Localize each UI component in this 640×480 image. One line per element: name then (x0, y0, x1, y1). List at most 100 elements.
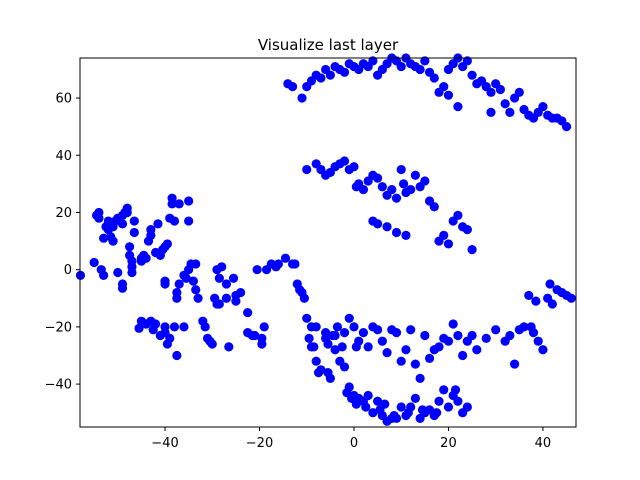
scatter-point (462, 56, 472, 66)
scatter-point (382, 348, 392, 358)
scatter-point (221, 279, 232, 289)
scatter-point (467, 245, 477, 255)
scatter-point (406, 402, 416, 412)
scatter-point (302, 164, 312, 175)
scatter-point (127, 267, 137, 278)
scatter-point (391, 413, 402, 424)
scatter-point (250, 330, 260, 341)
scatter-point (434, 342, 444, 352)
scatter-point (373, 396, 383, 406)
x-tick-label: 40 (535, 436, 552, 451)
scatter-point (424, 353, 435, 363)
scatter-point (117, 283, 128, 293)
scatter-point (429, 202, 439, 212)
scatter-point (302, 313, 312, 323)
scatter-point (94, 207, 104, 218)
y-tick-label: −40 (45, 378, 72, 393)
scatter-point (297, 93, 307, 103)
scatter-point (113, 267, 123, 278)
scatter-point (273, 259, 283, 269)
y-tick-label: −20 (45, 320, 72, 335)
scatter-point (363, 390, 373, 401)
scatter-point (514, 87, 524, 97)
y-axis: −40 −20 0 20 40 60 (45, 92, 80, 393)
scatter-point (193, 293, 203, 303)
scatter-point (391, 193, 402, 203)
scatter-point (224, 342, 234, 352)
scatter-point (429, 73, 439, 83)
scatter-point (443, 239, 454, 249)
y-tick-label: 40 (55, 149, 72, 164)
scatter-point (221, 293, 232, 303)
scatter-point (325, 373, 335, 383)
scatter-point (184, 216, 194, 226)
scatter-point (236, 287, 246, 298)
scatter-point (174, 279, 184, 289)
scatter-point (358, 328, 369, 338)
scatter-point (462, 402, 472, 412)
scatter-point (330, 330, 340, 341)
scatter-point (547, 299, 557, 309)
scatter-point (344, 313, 354, 323)
x-tick-label: 20 (440, 436, 457, 451)
scatter-point (169, 322, 180, 332)
scatter-point (467, 70, 477, 80)
scatter-point (528, 328, 539, 338)
scatter-point (162, 239, 172, 249)
scatter-point (325, 70, 335, 80)
scatter-point (505, 330, 515, 341)
scatter-point (125, 242, 135, 252)
scatter-point (349, 322, 359, 332)
scatter-point (228, 273, 239, 283)
scatter-point (443, 336, 454, 346)
scatter-point (160, 322, 170, 332)
scatter-point (410, 393, 420, 403)
scatter-point (127, 256, 137, 266)
scatter-point (505, 107, 515, 117)
scatter-point (191, 285, 201, 295)
scatter-point (339, 67, 350, 77)
scatter-point (391, 227, 402, 238)
scatter-point (167, 193, 177, 203)
x-tick-label: 0 (350, 436, 358, 451)
scatter-point (174, 199, 184, 209)
scatter-point (361, 402, 371, 412)
scatter-point (545, 279, 555, 289)
scatter-point (415, 373, 425, 383)
x-tick-label: −20 (246, 436, 273, 451)
scatter-point (396, 164, 406, 175)
scatter-point (406, 325, 416, 335)
scatter-point (287, 82, 298, 92)
scatter-point (122, 203, 132, 213)
scatter-point (169, 216, 180, 226)
scatter-point (299, 293, 309, 303)
scatter-point (432, 408, 442, 418)
scatter-point (524, 290, 534, 301)
scatter-point (377, 336, 387, 346)
scatter-point (188, 276, 198, 286)
scatter-point (252, 265, 262, 275)
scatter-point (391, 328, 402, 338)
scatter-point (339, 328, 350, 338)
scatter-point (448, 319, 458, 329)
scatter-point (462, 225, 472, 235)
scatter-point (363, 342, 373, 352)
scatter-point (380, 399, 390, 409)
y-tick-label: 60 (55, 92, 72, 107)
scatter-point (129, 216, 139, 226)
scatter-point (401, 345, 411, 355)
scatter-point (439, 385, 449, 395)
points-layer (75, 53, 576, 426)
scatter-point (387, 184, 397, 195)
scatter-point (99, 233, 109, 243)
scatter-point (443, 402, 454, 412)
scatter-point (458, 350, 468, 361)
scatter-point (453, 102, 463, 112)
scatter-point (181, 273, 191, 283)
scatter-point (321, 333, 331, 343)
scatter-point (566, 293, 576, 303)
scatter-point (420, 56, 430, 66)
scatter-point (410, 359, 420, 369)
scatter-point (467, 330, 477, 341)
